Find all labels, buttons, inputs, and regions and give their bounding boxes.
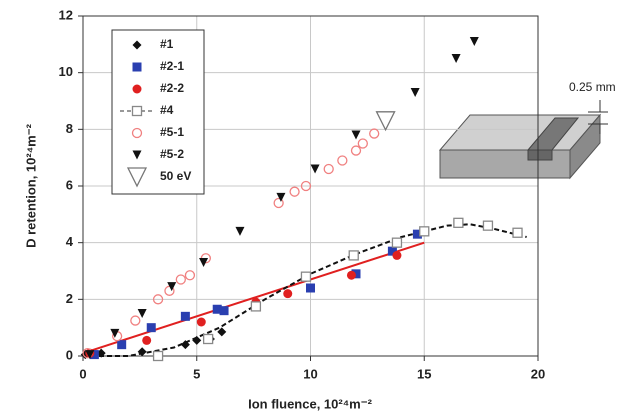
point	[412, 229, 422, 239]
point	[276, 192, 286, 202]
y-tick-label: 8	[66, 121, 73, 136]
point	[89, 350, 99, 360]
point	[117, 340, 127, 350]
legend-marker	[131, 105, 143, 117]
x-tick-label: 10	[303, 366, 317, 381]
point	[346, 270, 356, 280]
point	[391, 237, 403, 248]
legend-marker	[132, 150, 142, 160]
point	[110, 328, 120, 338]
point	[196, 317, 206, 327]
point	[410, 88, 420, 97]
point	[137, 347, 147, 357]
point	[323, 163, 334, 175]
inset-label: 0.25 mm	[569, 80, 616, 94]
x-tick-label: 20	[531, 366, 545, 381]
point	[351, 130, 361, 140]
point	[142, 335, 152, 345]
legend-marker	[132, 40, 142, 50]
point	[180, 340, 190, 350]
point	[300, 271, 312, 282]
point	[419, 226, 430, 237]
point	[212, 304, 222, 314]
y-tick-label: 2	[66, 291, 73, 306]
fit-line	[82, 241, 425, 355]
point	[152, 294, 164, 305]
y-tick-label: 12	[59, 7, 73, 22]
point	[453, 217, 464, 228]
y-axis-label: D retention, 10²⁴m⁻²	[23, 123, 38, 247]
legend-label: #2-2	[160, 81, 184, 95]
point	[184, 270, 196, 281]
legend-marker	[132, 84, 142, 94]
point	[300, 180, 312, 192]
point	[310, 164, 320, 174]
point	[375, 111, 396, 132]
point	[348, 250, 359, 261]
point	[351, 269, 361, 279]
legend-label: #4	[160, 103, 174, 117]
legend-label: #2-1	[160, 59, 184, 73]
point	[152, 350, 164, 362]
point	[217, 327, 227, 337]
point	[512, 227, 523, 238]
point	[482, 220, 494, 231]
point	[306, 283, 315, 293]
point	[283, 289, 293, 299]
point	[387, 246, 397, 256]
point	[175, 274, 186, 285]
legend-box	[111, 29, 205, 195]
point	[85, 350, 95, 360]
y-tick-label: 0	[66, 347, 73, 362]
legend-label: #1	[160, 37, 174, 51]
y-tick-label: 4	[66, 234, 74, 249]
point	[250, 301, 262, 312]
x-axis-label: Ion fluence, 10²⁴m⁻²	[248, 396, 372, 411]
point	[192, 335, 202, 345]
point	[451, 54, 461, 63]
point	[357, 138, 368, 149]
point	[96, 348, 106, 358]
point	[219, 306, 229, 316]
point	[180, 311, 190, 321]
point	[369, 128, 380, 139]
legend-marker	[126, 167, 148, 188]
x-tick-label: 0	[79, 366, 86, 381]
legend-marker	[132, 62, 142, 72]
legend-label: #5-1	[160, 125, 184, 139]
point	[199, 258, 209, 267]
point	[235, 226, 245, 236]
y-tick-label: 6	[66, 177, 73, 192]
legend-label: #5-2	[160, 147, 184, 161]
point	[202, 333, 214, 345]
point	[146, 323, 156, 333]
point	[392, 250, 402, 260]
point	[289, 186, 300, 197]
point	[350, 145, 362, 156]
point	[130, 315, 141, 326]
legend-marker	[131, 127, 143, 139]
point	[137, 309, 147, 318]
point	[337, 155, 348, 166]
inset-sample	[438, 100, 608, 180]
x-tick-label: 5	[193, 366, 200, 381]
fit-line	[83, 223, 527, 357]
point	[469, 37, 479, 46]
plot-frame	[82, 15, 539, 357]
legend-label: 50 eV	[160, 169, 191, 183]
point	[167, 282, 177, 292]
x-tick-label: 15	[417, 366, 431, 381]
y-tick-label: 10	[59, 64, 73, 79]
point	[273, 197, 284, 209]
